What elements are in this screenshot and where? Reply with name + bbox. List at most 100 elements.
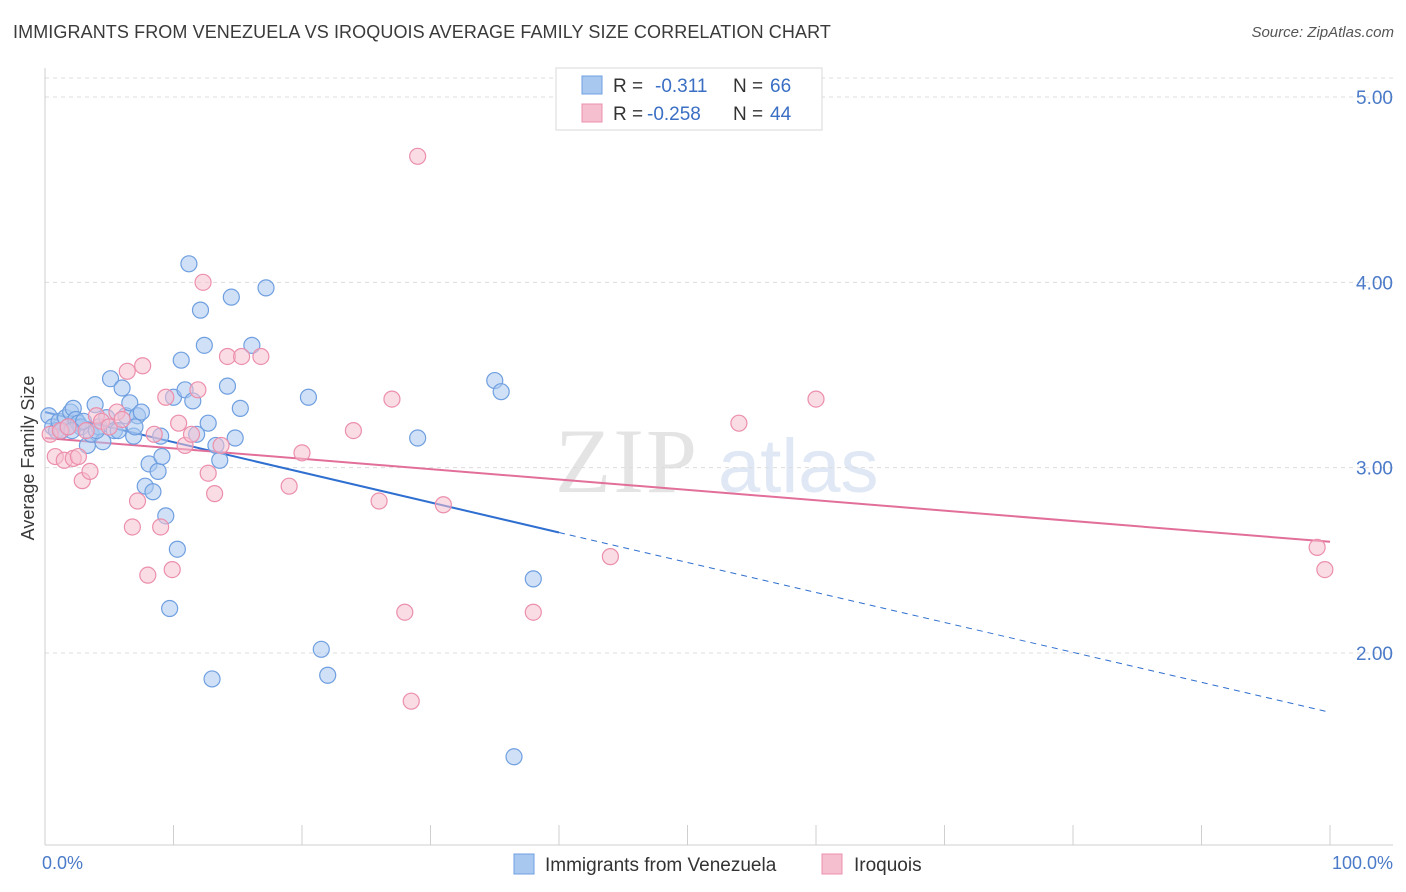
- trend-line-iroquois: [44, 437, 1331, 543]
- trend-line-venezuela-extension: [558, 532, 1331, 713]
- bottom-legend-swatch-venezuela: [513, 853, 535, 875]
- legend-r-value-2: -0.258: [647, 104, 701, 125]
- watermark-atlas: atlas: [718, 424, 879, 509]
- chart-title: IMMIGRANTS FROM VENEZUELA VS IROQUOIS AV…: [13, 22, 831, 42]
- x-tick-label: 0.0%: [42, 853, 83, 873]
- venezuela-point: [199, 414, 217, 432]
- venezuela-point: [121, 394, 139, 412]
- venezuela-point: [492, 383, 510, 401]
- series-legend: Immigrants from Venezuela Iroquois: [513, 853, 922, 876]
- iroquois-point: [134, 357, 152, 375]
- iroquois-point: [370, 492, 388, 510]
- venezuela-point: [319, 666, 337, 684]
- iroquois-point: [1316, 560, 1334, 579]
- venezuela-point: [180, 255, 198, 273]
- iroquois-point: [59, 418, 77, 436]
- iroquois-point: [233, 347, 251, 366]
- iroquois-point: [170, 414, 188, 432]
- iroquois-point: [409, 147, 427, 165]
- venezuela-point: [195, 336, 213, 354]
- iroquois-point: [113, 410, 131, 429]
- bottom-legend-label-venezuela: Immigrants from Venezuela: [545, 855, 777, 876]
- venezuela-point: [226, 429, 244, 447]
- x-tick-label: 100.0%: [1332, 853, 1393, 873]
- iroquois-point: [280, 477, 298, 495]
- venezuela-point: [168, 540, 186, 558]
- venezuela-point: [113, 379, 131, 397]
- y-tick-label: 5.00: [1356, 88, 1393, 109]
- legend-r-value-1: -0.311: [655, 76, 707, 97]
- venezuela-point: [211, 451, 229, 469]
- venezuela-point: [299, 388, 318, 406]
- iroquois-point: [152, 518, 170, 536]
- legend-swatch-venezuela: [581, 75, 603, 95]
- y-axis-label: Average Family Size: [18, 376, 38, 541]
- venezuela-point: [505, 748, 523, 766]
- venezuela-point: [257, 279, 275, 297]
- legend-n-label-1: N =: [733, 76, 763, 97]
- venezuela-point: [409, 429, 427, 447]
- legend-swatch-iroquois: [581, 103, 603, 123]
- bottom-legend-swatch-iroquois: [821, 853, 843, 875]
- venezuela-point: [231, 399, 249, 417]
- tick-labels: 2.00 3.00 4.00 5.00 0.0% 100.0%: [42, 88, 1393, 873]
- iroquois-point: [402, 692, 420, 710]
- venezuela-point: [172, 351, 190, 369]
- legend-n-label-2: N =: [733, 104, 763, 125]
- venezuela-point: [144, 483, 162, 501]
- iroquois-point: [139, 566, 157, 584]
- correlation-legend: R = -0.311 N = 66 R = -0.258 N = 44: [555, 67, 823, 131]
- iroquois-point: [157, 388, 175, 406]
- venezuela-point: [243, 336, 261, 354]
- iroquois-point: [128, 492, 147, 510]
- iroquois-point: [383, 390, 401, 408]
- iroquois-point: [293, 444, 311, 462]
- venezuela-point: [218, 377, 237, 395]
- venezuela-point: [132, 403, 150, 421]
- iroquois-point: [807, 390, 825, 408]
- watermark-zip: ZIP: [555, 410, 699, 512]
- iroquois-point: [145, 425, 163, 443]
- iroquois-point: [163, 560, 181, 579]
- source-label: Source: ZipAtlas.com: [1251, 24, 1394, 41]
- venezuela-point: [126, 418, 144, 436]
- iroquois-point: [524, 603, 542, 621]
- iroquois-point: [1308, 538, 1326, 556]
- iroquois-point: [118, 362, 136, 380]
- venezuela-point: [312, 640, 330, 658]
- iroquois-point: [182, 425, 201, 443]
- iroquois-point: [396, 603, 414, 621]
- iroquois-point: [189, 381, 207, 399]
- iroquois-point: [77, 422, 95, 440]
- series-venezuela-points: [40, 255, 542, 766]
- iroquois-point: [730, 414, 748, 432]
- grid-lines: [45, 77, 1393, 654]
- iroquois-point: [344, 422, 362, 440]
- series-iroquois-points: [41, 147, 1334, 710]
- venezuela-point: [191, 301, 210, 319]
- venezuela-point: [222, 288, 240, 306]
- iroquois-point: [100, 418, 118, 436]
- iroquois-point: [601, 548, 620, 566]
- venezuela-point: [161, 599, 179, 618]
- venezuela-point: [524, 570, 542, 588]
- iroquois-point: [194, 273, 212, 291]
- iroquois-point: [212, 436, 230, 455]
- y-tick-label: 2.00: [1356, 644, 1393, 665]
- bottom-legend-label-iroquois: Iroquois: [854, 855, 922, 876]
- venezuela-point: [203, 670, 221, 688]
- iroquois-point: [199, 464, 217, 482]
- legend-r-label-2: R =: [613, 104, 643, 125]
- iroquois-point: [123, 518, 141, 536]
- venezuela-point: [101, 370, 120, 388]
- legend-n-value-2: 44: [770, 104, 792, 125]
- iroquois-point: [81, 462, 99, 480]
- legend-r-label-1: R =: [613, 76, 643, 97]
- iroquois-point: [252, 347, 270, 366]
- venezuela-point: [153, 447, 171, 466]
- iroquois-point: [69, 447, 88, 466]
- y-tick-label: 3.00: [1356, 459, 1393, 480]
- axes: [44, 68, 1393, 846]
- y-tick-label: 4.00: [1356, 273, 1393, 294]
